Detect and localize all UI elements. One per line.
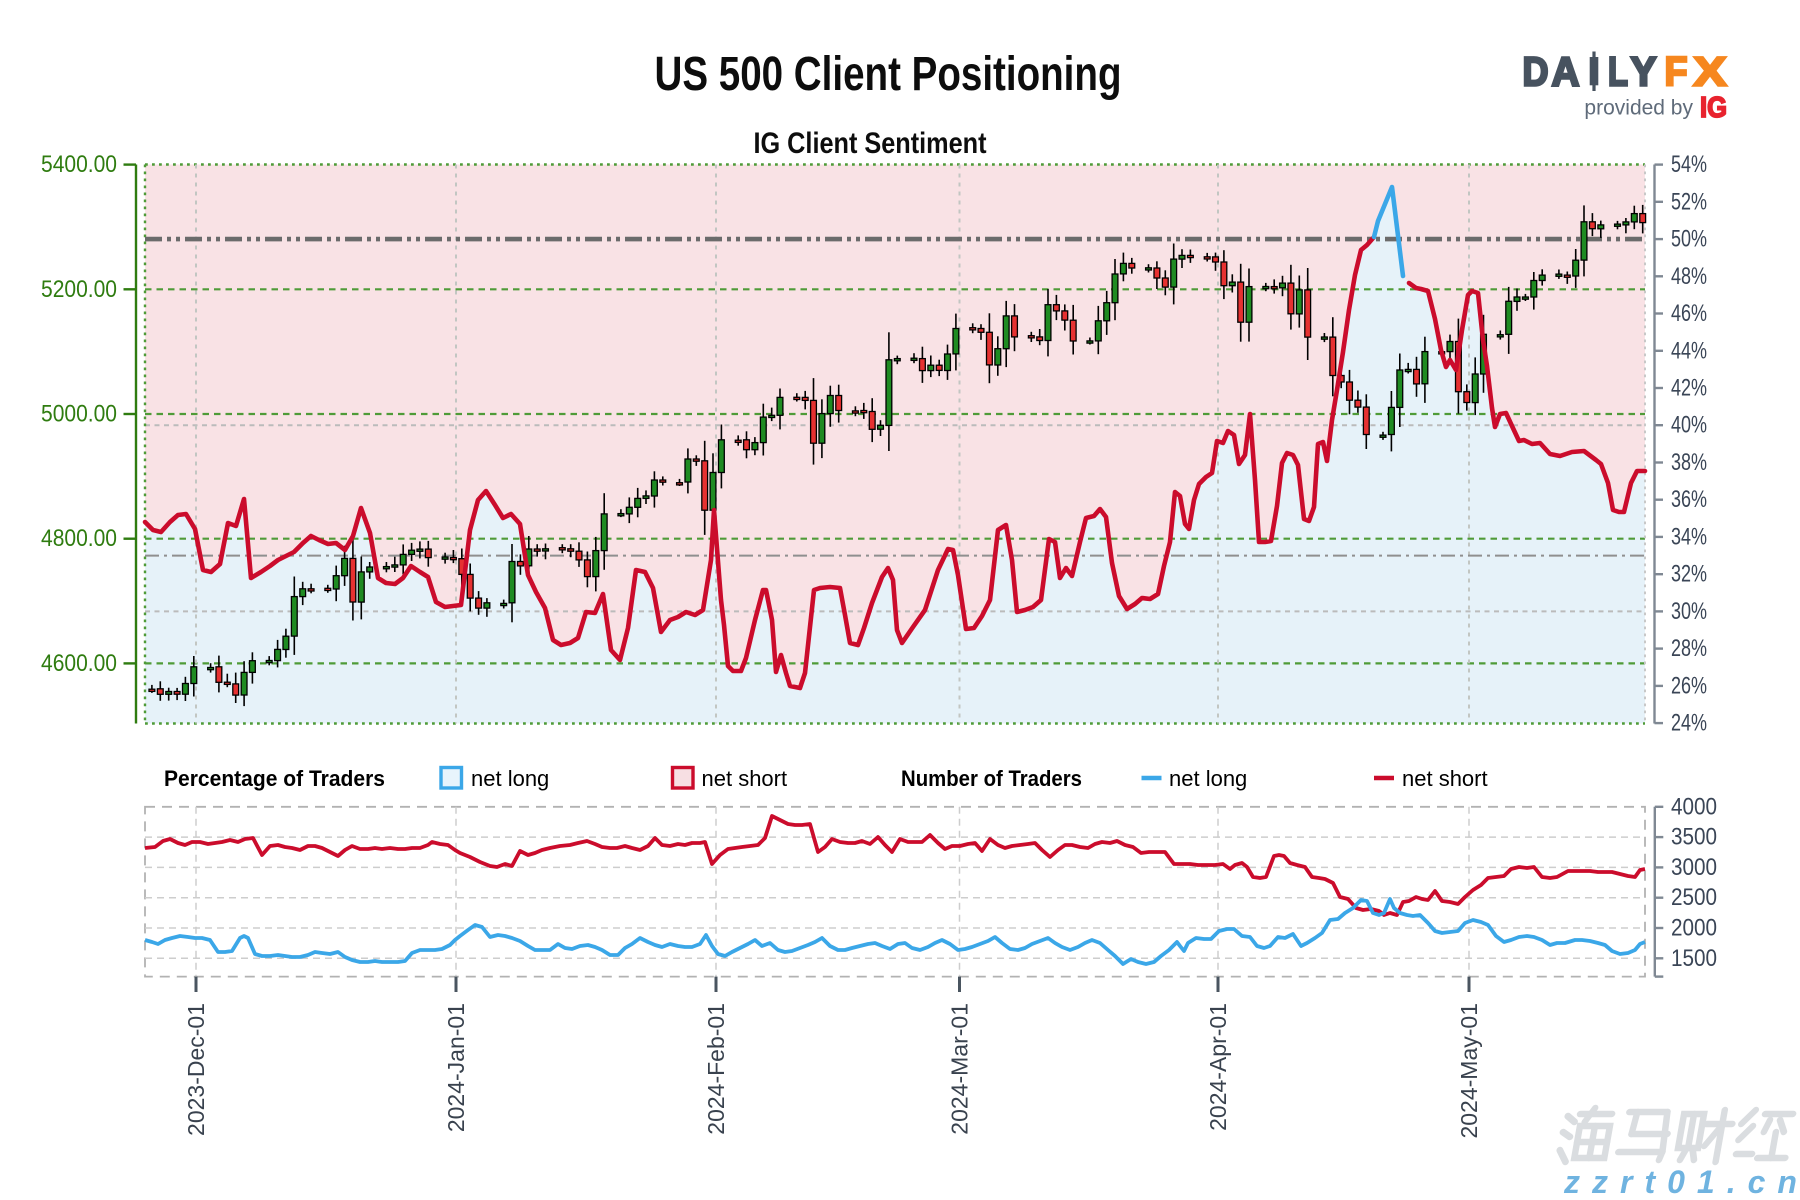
svg-text:net long: net long	[471, 766, 549, 791]
svg-text:X: X	[1694, 49, 1727, 95]
svg-text:2023-Dec-01: 2023-Dec-01	[183, 1003, 209, 1136]
svg-text:2024-Apr-01: 2024-Apr-01	[1205, 1003, 1231, 1131]
svg-text:Y: Y	[1631, 49, 1657, 95]
svg-text:44%: 44%	[1671, 337, 1707, 364]
svg-text:4000: 4000	[1671, 793, 1717, 820]
svg-text:26%: 26%	[1671, 672, 1707, 699]
svg-text:38%: 38%	[1671, 449, 1707, 476]
svg-text:4800.00: 4800.00	[41, 525, 117, 552]
svg-text:3500: 3500	[1671, 824, 1717, 851]
svg-text:provided by: provided by	[1584, 97, 1693, 120]
svg-text:28%: 28%	[1671, 635, 1707, 662]
svg-text:IG Client Sentiment: IG Client Sentiment	[754, 127, 987, 160]
svg-text:32%: 32%	[1671, 561, 1707, 588]
svg-text:40%: 40%	[1671, 412, 1707, 439]
svg-text:24%: 24%	[1671, 710, 1707, 737]
svg-text:5000.00: 5000.00	[41, 401, 117, 428]
svg-text:46%: 46%	[1671, 300, 1707, 327]
svg-text:2024-Jan-01: 2024-Jan-01	[443, 1003, 469, 1132]
svg-text:net long: net long	[1169, 766, 1247, 791]
svg-text:54%: 54%	[1671, 151, 1707, 178]
svg-text:34%: 34%	[1671, 523, 1707, 550]
svg-text:A: A	[1552, 49, 1580, 95]
svg-text:net short: net short	[702, 766, 788, 791]
svg-text:52%: 52%	[1671, 188, 1707, 215]
svg-text:3000: 3000	[1671, 854, 1717, 881]
svg-text:net short: net short	[1402, 766, 1488, 791]
svg-text:L: L	[1608, 49, 1628, 95]
svg-text:Percentage of Traders: Percentage of Traders	[164, 766, 385, 791]
svg-text:1500: 1500	[1671, 945, 1717, 972]
svg-text:36%: 36%	[1671, 486, 1707, 513]
svg-text:5200.00: 5200.00	[41, 276, 117, 303]
svg-text:2024-Mar-01: 2024-Mar-01	[947, 1003, 973, 1135]
svg-text:4600.00: 4600.00	[41, 650, 117, 677]
svg-text:Number of Traders: Number of Traders	[901, 766, 1082, 791]
svg-text:2000: 2000	[1671, 915, 1717, 942]
svg-text:2024-Feb-01: 2024-Feb-01	[703, 1003, 729, 1135]
svg-text:F: F	[1665, 49, 1688, 95]
svg-text:IG: IG	[1700, 92, 1727, 124]
svg-text:2024-May-01: 2024-May-01	[1456, 1003, 1482, 1139]
svg-text:48%: 48%	[1671, 263, 1707, 290]
svg-text:50%: 50%	[1671, 226, 1707, 253]
svg-text:5400.00: 5400.00	[41, 151, 117, 178]
svg-text:D: D	[1523, 49, 1549, 95]
svg-text:2500: 2500	[1671, 884, 1717, 911]
svg-text:30%: 30%	[1671, 598, 1707, 625]
svg-text:US 500 Client Positioning: US 500 Client Positioning	[655, 48, 1122, 101]
svg-text:42%: 42%	[1671, 375, 1707, 402]
svg-text:zzrt01.cn: zzrt01.cn	[1563, 1164, 1800, 1200]
